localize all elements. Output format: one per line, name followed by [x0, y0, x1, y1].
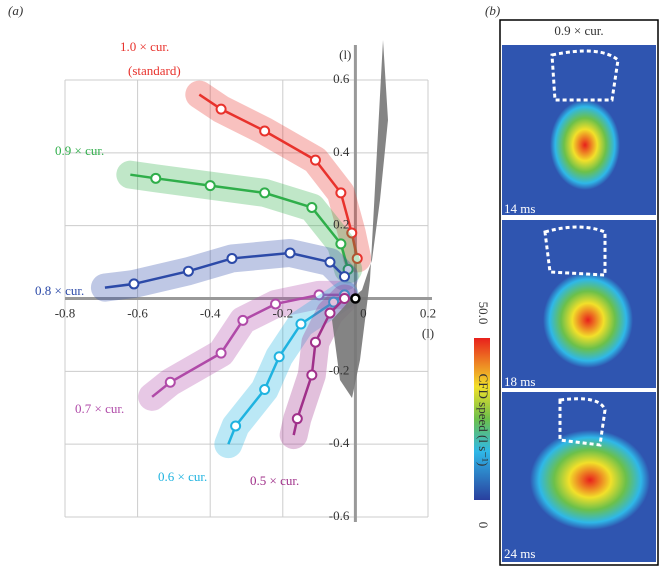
colorbar [474, 338, 490, 500]
x-tick-label: 0 [360, 305, 367, 320]
series-label: 0.8 × cur. [35, 283, 84, 298]
x-axis-title: (l) [422, 325, 434, 340]
point-marker [306, 369, 318, 381]
point-marker [204, 180, 216, 192]
point-marker [291, 413, 303, 425]
point-marker [324, 307, 336, 319]
y-tick-label: 0.6 [333, 71, 350, 86]
point-marker [328, 296, 340, 308]
origin-marker [350, 293, 361, 304]
y-tick-label: -0.2 [329, 362, 350, 377]
series-note: (standard) [128, 63, 181, 78]
point-marker [215, 347, 227, 359]
point-marker [309, 336, 321, 348]
point-marker [128, 278, 140, 290]
frame-image [502, 392, 656, 562]
series-label: 0.7 × cur. [75, 401, 124, 416]
point-marker [309, 154, 321, 166]
point-marker [273, 351, 285, 363]
point-marker [164, 376, 176, 388]
point-marker [339, 271, 351, 283]
point-marker [335, 187, 347, 199]
point-marker [150, 172, 162, 184]
frame-image [502, 220, 656, 388]
x-tick-label: 0.2 [420, 305, 436, 320]
colorbar-title: CFD speed (l s⁻¹) [476, 374, 491, 467]
point-marker [259, 187, 271, 199]
body-outline [332, 40, 388, 398]
series-label: 0.5 × cur. [250, 473, 299, 488]
y-tick-label: 0.2 [333, 217, 349, 232]
point-marker [335, 238, 347, 250]
frame-time: 14 ms [504, 201, 535, 216]
colorbar-tick-label: 0 [476, 522, 491, 529]
panel-title: 0.9 × cur. [554, 23, 603, 38]
series-label: 0.6 × cur. [158, 469, 207, 484]
y-tick-label: -0.4 [329, 435, 350, 450]
point-marker [324, 256, 336, 268]
point-marker [346, 227, 358, 239]
point-marker [313, 289, 325, 301]
point-marker [295, 318, 307, 330]
point-marker [259, 125, 271, 137]
point-marker [182, 265, 194, 277]
frame-time: 18 ms [504, 374, 535, 389]
point-marker [306, 201, 318, 213]
point-marker [284, 247, 296, 259]
plot-area [64, 45, 432, 522]
y-axis-title: (l) [339, 47, 351, 62]
point-marker [259, 384, 271, 396]
frame-image [502, 45, 656, 215]
point-marker [339, 293, 351, 304]
point-marker [237, 314, 249, 326]
point-marker [351, 252, 363, 264]
x-tick-label: -0.4 [200, 305, 221, 320]
frame-time: 24 ms [504, 546, 535, 561]
x-tick-label: -0.6 [127, 305, 148, 320]
point-marker [270, 298, 282, 310]
point-marker [226, 252, 238, 264]
panel-b: (b) 0.9 × cur. [474, 3, 659, 566]
colorbar-tick-label: 50.0 [476, 302, 491, 325]
point-marker [230, 420, 242, 432]
y-tick-label: -0.6 [329, 508, 350, 523]
y-tick-label: 0.4 [333, 144, 350, 159]
point-marker [215, 103, 227, 115]
x-tick-label: -0.2 [273, 305, 294, 320]
panel-label: (b) [485, 3, 500, 18]
panel-label: (a) [8, 3, 23, 18]
series-label: 1.0 × cur. [120, 39, 169, 54]
series-label: 0.9 × cur. [55, 143, 104, 158]
x-tick-label: -0.8 [55, 305, 76, 320]
